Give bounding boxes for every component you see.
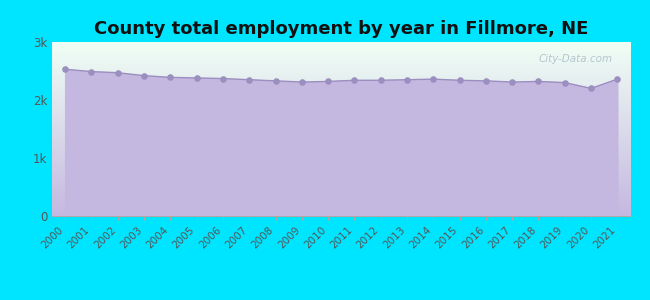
Point: [165, 75, 176, 80]
Point: [60, 67, 70, 72]
Point: [323, 79, 333, 84]
Point: [349, 78, 359, 83]
Point: [454, 78, 465, 83]
Point: [402, 77, 412, 82]
Point: [112, 70, 123, 75]
Point: [218, 76, 228, 81]
Title: County total employment by year in Fillmore, NE: County total employment by year in Fillm…: [94, 20, 588, 38]
Point: [270, 79, 281, 83]
Point: [533, 79, 543, 84]
Point: [507, 80, 517, 84]
Point: [296, 80, 307, 84]
Point: [481, 79, 491, 83]
Text: City-Data.com: City-Data.com: [539, 54, 613, 64]
Point: [376, 78, 386, 83]
Point: [428, 77, 439, 82]
Point: [612, 77, 623, 82]
Point: [86, 69, 97, 74]
Point: [586, 86, 596, 91]
Point: [560, 80, 570, 85]
Point: [191, 76, 202, 80]
Point: [139, 73, 150, 78]
Point: [244, 77, 254, 82]
